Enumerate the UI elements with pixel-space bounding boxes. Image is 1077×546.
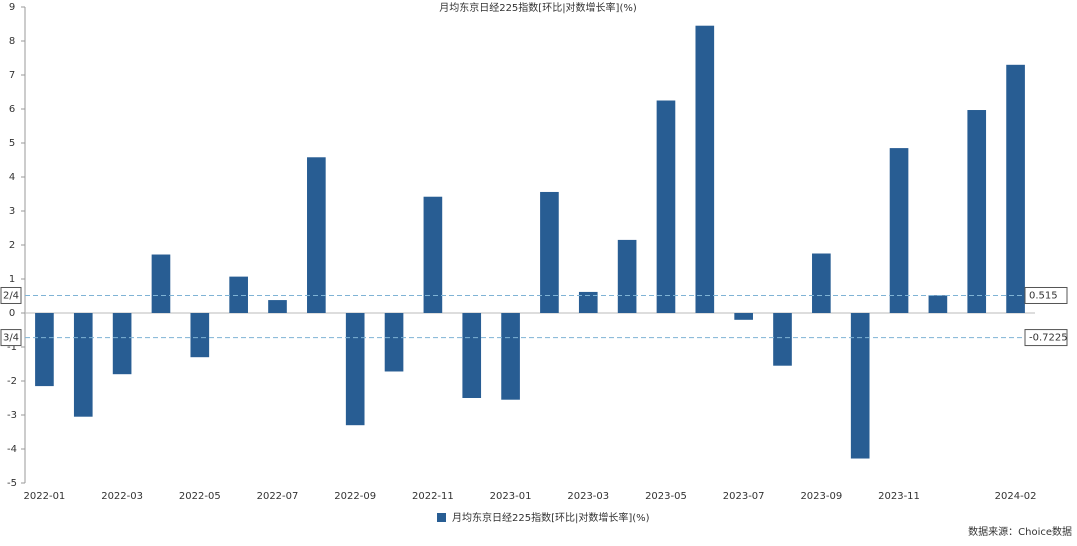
bar [889, 148, 909, 313]
bar [773, 313, 792, 366]
y-tick-label: 9 [9, 2, 15, 13]
bar [423, 196, 443, 313]
x-tick-label: 2022-07 [257, 491, 299, 502]
x-tick-label: 2022-03 [101, 491, 143, 502]
tag-box [0, 329, 22, 347]
x-tick-label: 2023-03 [567, 491, 609, 502]
y-tick-label: 6 [9, 104, 15, 115]
chart-title: 月均东京日经225指数[环比|对数增长率](%) [439, 1, 637, 14]
bar [73, 313, 93, 417]
y-tick-label: 7 [9, 70, 15, 81]
y-tick-label: -4 [7, 444, 17, 455]
legend-swatch [437, 513, 446, 522]
y-tick-label: -2 [7, 376, 17, 387]
y-tick-label: -3 [7, 410, 17, 421]
bar [967, 110, 987, 314]
x-tick-label: 2023-05 [645, 491, 687, 502]
bar [112, 313, 132, 375]
legend-label: 月均东京日经225指数[环比|对数增长率](%) [452, 511, 650, 524]
y-tick-label: 0 [9, 308, 15, 319]
y-tick-label: 3 [9, 206, 15, 217]
bar [307, 157, 326, 313]
x-tick-label: 2023-11 [878, 491, 920, 502]
bar [850, 313, 870, 459]
x-tick-label: 2024-02 [995, 491, 1037, 502]
reference-tag: 2/4 [3, 290, 19, 301]
bar [1006, 64, 1025, 313]
x-tick-label: 2022-01 [24, 491, 66, 502]
y-tick-label: 4 [9, 172, 15, 183]
x-tick-label: 2022-11 [412, 491, 454, 502]
y-tick-label: 2 [9, 240, 15, 251]
label-box [1024, 286, 1068, 304]
bar [734, 313, 753, 320]
x-tick-label: 2022-05 [179, 491, 221, 502]
label-box [1024, 329, 1068, 347]
x-tick-label: 2023-01 [490, 491, 532, 502]
reference-tag: 3/4 [3, 333, 19, 344]
tag-box [0, 286, 22, 304]
bar [540, 191, 559, 313]
reference-label: 0.515 [1029, 290, 1058, 301]
bar [268, 300, 287, 313]
bar [345, 313, 365, 426]
y-tick-label: 5 [9, 138, 15, 149]
y-tick-label: 8 [9, 36, 15, 47]
bar [462, 313, 482, 398]
bar [501, 313, 520, 400]
bar [656, 100, 676, 313]
bar [384, 313, 404, 372]
x-tick-label: 2023-07 [723, 491, 765, 502]
bar [812, 253, 831, 313]
reference-label: -0.7225 [1029, 333, 1068, 344]
source: 数据来源：Choice数据 [968, 525, 1072, 538]
y-tick-label: -1 [7, 342, 17, 353]
bar [617, 239, 637, 313]
x-tick-label: 2023-09 [800, 491, 842, 502]
y-tick-label: -5 [7, 478, 17, 489]
bar [35, 313, 54, 387]
bar [695, 25, 715, 313]
bar [928, 295, 948, 313]
bar [190, 313, 210, 358]
bar [151, 254, 171, 313]
bar [229, 276, 248, 313]
bar [578, 291, 598, 313]
y-tick-label: 1 [9, 274, 15, 285]
x-tick-label: 2022-09 [334, 491, 376, 502]
